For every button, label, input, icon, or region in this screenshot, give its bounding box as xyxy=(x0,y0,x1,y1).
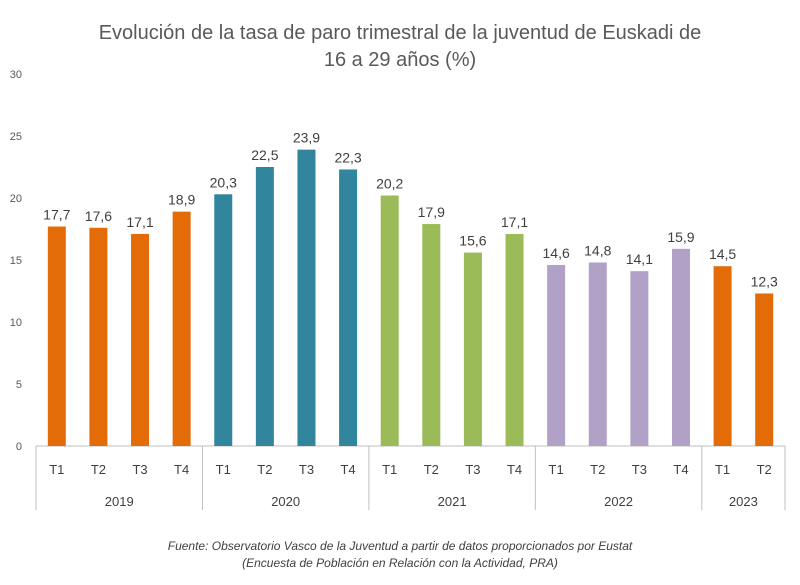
bar xyxy=(339,169,358,447)
year-label: 2023 xyxy=(729,494,758,509)
chart-title-line-1: Evolución de la tasa de paro trimestral … xyxy=(98,22,702,44)
data-label: 14,5 xyxy=(709,246,736,262)
bar xyxy=(713,266,732,446)
bar xyxy=(422,224,441,446)
data-label: 17,1 xyxy=(501,214,528,230)
y-tick-label: 25 xyxy=(10,131,22,143)
bar-chart: 0 5 10 15 20 25 30 17,7 T1 17,6 T2 17,1 T3 18,9 T4 2019… xyxy=(10,69,786,510)
data-label: 12,3 xyxy=(751,273,778,289)
bar xyxy=(547,264,566,446)
data-label: 22,5 xyxy=(251,147,278,163)
quarter-tick-label: T3 xyxy=(465,462,480,477)
data-label: 17,9 xyxy=(418,204,445,220)
quarter-tick-label: T4 xyxy=(174,462,189,477)
data-label: 20,2 xyxy=(376,176,403,192)
bar xyxy=(255,167,274,446)
quarter-tick-label: T1 xyxy=(382,462,397,477)
bar xyxy=(588,262,607,446)
source-note-line-2: (Encuesta de Población en Relación con l… xyxy=(242,556,558,570)
bar xyxy=(630,271,649,446)
quarter-tick-label: T2 xyxy=(424,462,439,477)
data-label: 17,7 xyxy=(43,207,70,223)
year-label: 2020 xyxy=(271,494,300,509)
bar xyxy=(172,211,191,446)
data-label: 23,9 xyxy=(293,130,320,146)
quarter-tick-label: T3 xyxy=(632,462,647,477)
quarter-tick-label: T2 xyxy=(91,462,106,477)
bar xyxy=(463,252,482,446)
data-label: 20,3 xyxy=(210,174,237,190)
data-label: 14,8 xyxy=(584,242,611,258)
quarter-tick-label: T3 xyxy=(132,462,147,477)
data-label: 14,6 xyxy=(543,245,570,261)
data-label: 17,6 xyxy=(85,208,112,224)
bar xyxy=(47,226,66,446)
quarter-tick-label: T1 xyxy=(715,462,730,477)
y-tick-label: 5 xyxy=(16,379,22,391)
y-tick-label: 30 xyxy=(10,69,22,81)
data-label: 17,1 xyxy=(126,214,153,230)
quarter-tick-label: T2 xyxy=(257,462,272,477)
quarter-tick-label: T4 xyxy=(673,462,688,477)
bar xyxy=(89,227,108,446)
quarter-tick-label: T1 xyxy=(216,462,231,477)
year-label: 2021 xyxy=(438,494,467,509)
data-label: 15,6 xyxy=(459,233,486,249)
year-label: 2019 xyxy=(105,494,134,509)
quarter-tick-label: T4 xyxy=(340,462,355,477)
data-label: 18,9 xyxy=(168,192,195,208)
bar xyxy=(297,149,316,446)
quarter-tick-label: T4 xyxy=(507,462,522,477)
bar xyxy=(131,233,150,446)
bar xyxy=(214,194,233,446)
data-label: 14,1 xyxy=(626,251,653,267)
bar xyxy=(671,248,690,446)
chart-title-line-2: 16 a 29 años (%) xyxy=(323,49,477,71)
data-label: 22,3 xyxy=(334,149,361,165)
bar xyxy=(505,233,524,446)
quarter-tick-label: T2 xyxy=(590,462,605,477)
source-note-line-1: Fuente: Observatorio Vasco de la Juventu… xyxy=(167,539,633,553)
quarter-tick-label: T1 xyxy=(49,462,64,477)
y-tick-label: 10 xyxy=(10,317,22,329)
bar xyxy=(755,293,774,446)
data-label: 15,9 xyxy=(667,229,694,245)
bar xyxy=(380,195,399,446)
y-tick-label: 15 xyxy=(10,255,22,267)
quarter-tick-label: T3 xyxy=(299,462,314,477)
y-tick-label: 20 xyxy=(10,193,22,205)
quarter-tick-label: T2 xyxy=(757,462,772,477)
y-tick-label: 0 xyxy=(16,441,22,453)
year-label: 2022 xyxy=(604,494,633,509)
quarter-tick-label: T1 xyxy=(549,462,564,477)
